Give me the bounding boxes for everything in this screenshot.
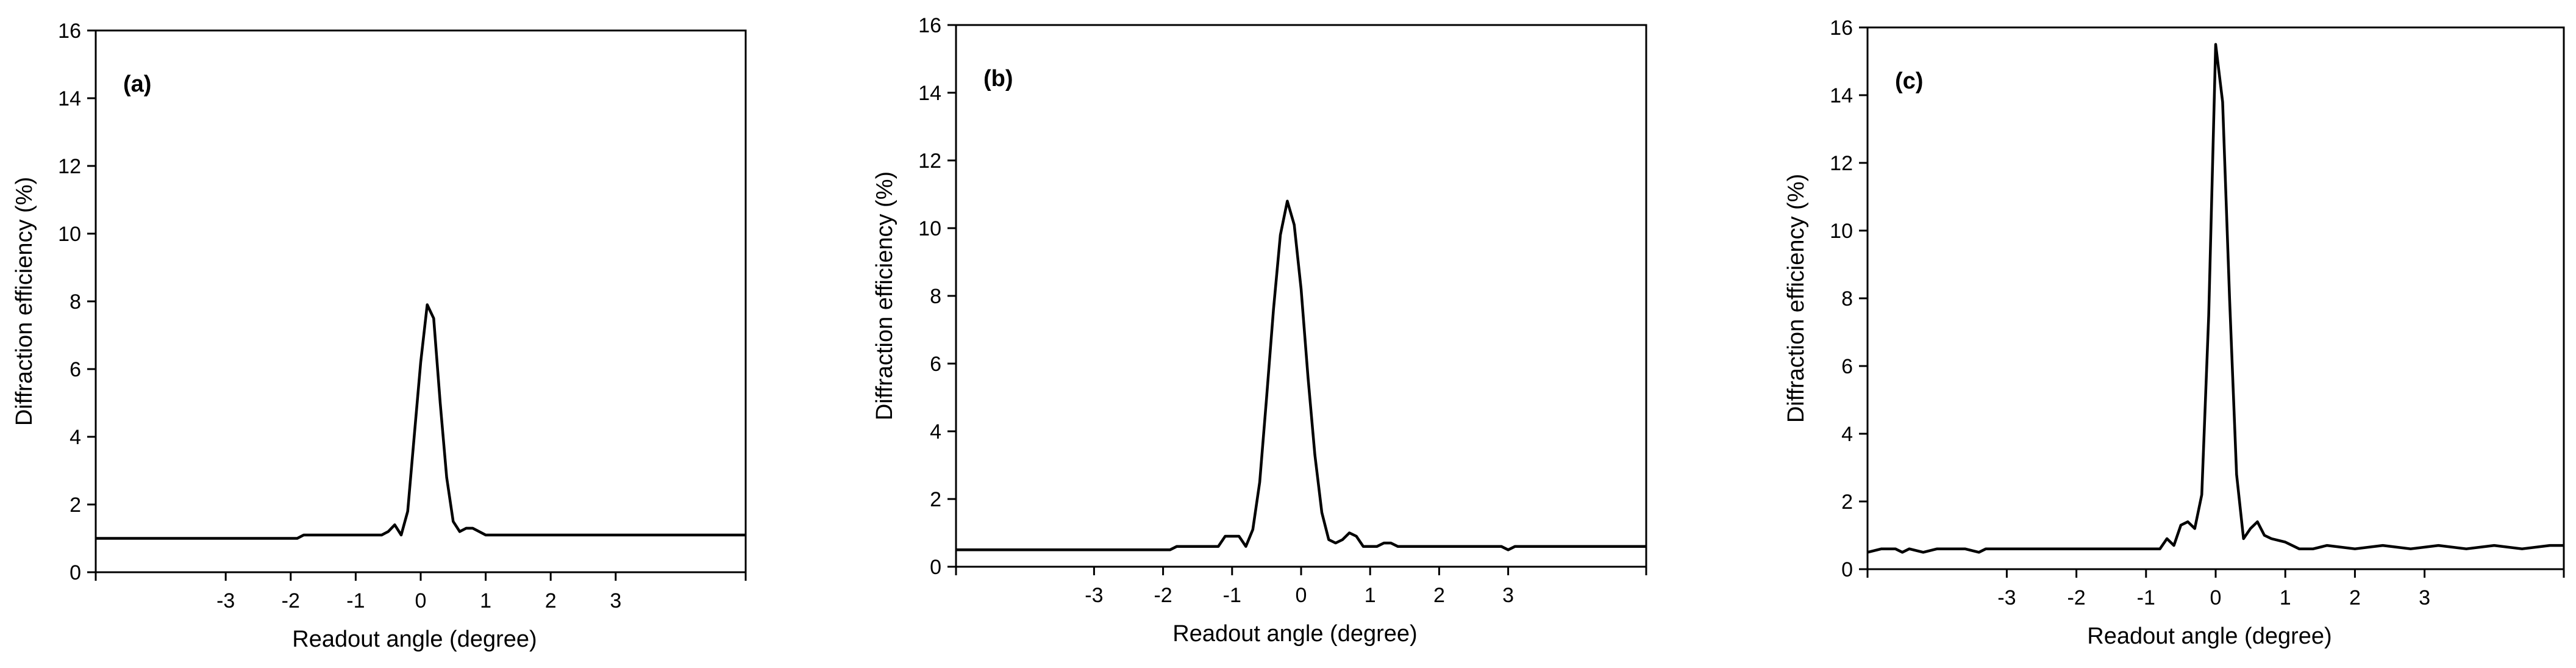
y-axis-title: Diffraction efficiency (%) <box>872 171 897 420</box>
x-tick-label: -2 <box>282 589 300 612</box>
x-tick-label: -3 <box>1085 584 1103 607</box>
x-tick-label: -1 <box>1223 584 1241 607</box>
x-tick-label: 3 <box>610 589 621 612</box>
x-tick-label: -2 <box>1154 584 1172 607</box>
y-tick-label: 8 <box>930 285 941 308</box>
panel-label: (c) <box>1895 68 1923 94</box>
x-tick-label: 3 <box>1502 584 1514 607</box>
x-axis-title: Readout angle (degree) <box>2087 623 2332 649</box>
x-tick-label: 1 <box>2280 586 2291 609</box>
y-axis-title: Diffraction efficiency (%) <box>1783 174 1809 423</box>
x-tick-label: 0 <box>1296 584 1307 607</box>
x-tick-label: -3 <box>1997 586 2016 609</box>
y-tick-label: 2 <box>1841 490 1853 514</box>
y-tick-label: 10 <box>58 223 81 246</box>
x-axis-title: Readout angle (degree) <box>1172 621 1417 647</box>
x-axis-title: Readout angle (degree) <box>292 627 537 652</box>
y-tick-label: 12 <box>58 155 81 178</box>
x-tick-label: 0 <box>415 589 427 612</box>
y-tick-label: 4 <box>930 420 941 444</box>
x-tick-label: 2 <box>2349 586 2361 609</box>
series-line-1 <box>1867 43 2564 554</box>
y-tick-label: 4 <box>1841 423 1853 446</box>
y-tick-label: 0 <box>1841 558 1853 581</box>
y-tick-label: 12 <box>1830 152 1853 175</box>
x-tick-label: -1 <box>2137 586 2155 609</box>
x-tick-label: 1 <box>1365 584 1376 607</box>
y-tick-label: 16 <box>1830 16 1853 40</box>
x-tick-label: 0 <box>2210 586 2222 609</box>
y-tick-label: 16 <box>58 20 81 43</box>
plot-frame <box>1866 26 2565 570</box>
y-tick-label: 6 <box>70 358 81 381</box>
panel-label: (b) <box>983 66 1013 92</box>
y-tick-label: 2 <box>70 494 81 517</box>
plot-frame <box>95 29 747 573</box>
x-tick-label: -1 <box>346 589 365 612</box>
y-tick-label: 6 <box>1841 355 1853 378</box>
panel-label: (a) <box>123 71 151 97</box>
y-tick-label: 16 <box>918 14 941 37</box>
y-tick-label: 6 <box>930 353 941 376</box>
y-tick-label: 10 <box>918 217 941 240</box>
series-line-1 <box>956 199 1646 551</box>
y-tick-label: 14 <box>918 82 941 105</box>
y-tick-label: 14 <box>58 87 81 110</box>
x-tick-label: 3 <box>2419 586 2430 609</box>
x-tick-label: -2 <box>2067 586 2085 609</box>
series-line-1 <box>96 303 746 540</box>
y-tick-label: 12 <box>918 149 941 173</box>
x-tick-label: 2 <box>545 589 557 612</box>
y-tick-label: 10 <box>1830 220 1853 243</box>
y-axis-title: Diffraction efficiency (%) <box>12 177 37 426</box>
y-tick-label: 0 <box>930 556 941 579</box>
y-tick-label: 8 <box>70 290 81 314</box>
x-tick-label: 1 <box>480 589 491 612</box>
y-tick-label: 0 <box>70 561 81 584</box>
y-tick-label: 14 <box>1830 84 1853 107</box>
y-tick-label: 2 <box>930 488 941 511</box>
x-tick-label: 2 <box>1433 584 1445 607</box>
y-tick-label: 4 <box>70 426 81 449</box>
y-tick-label: 8 <box>1841 287 1853 311</box>
x-tick-label: -3 <box>216 589 235 612</box>
